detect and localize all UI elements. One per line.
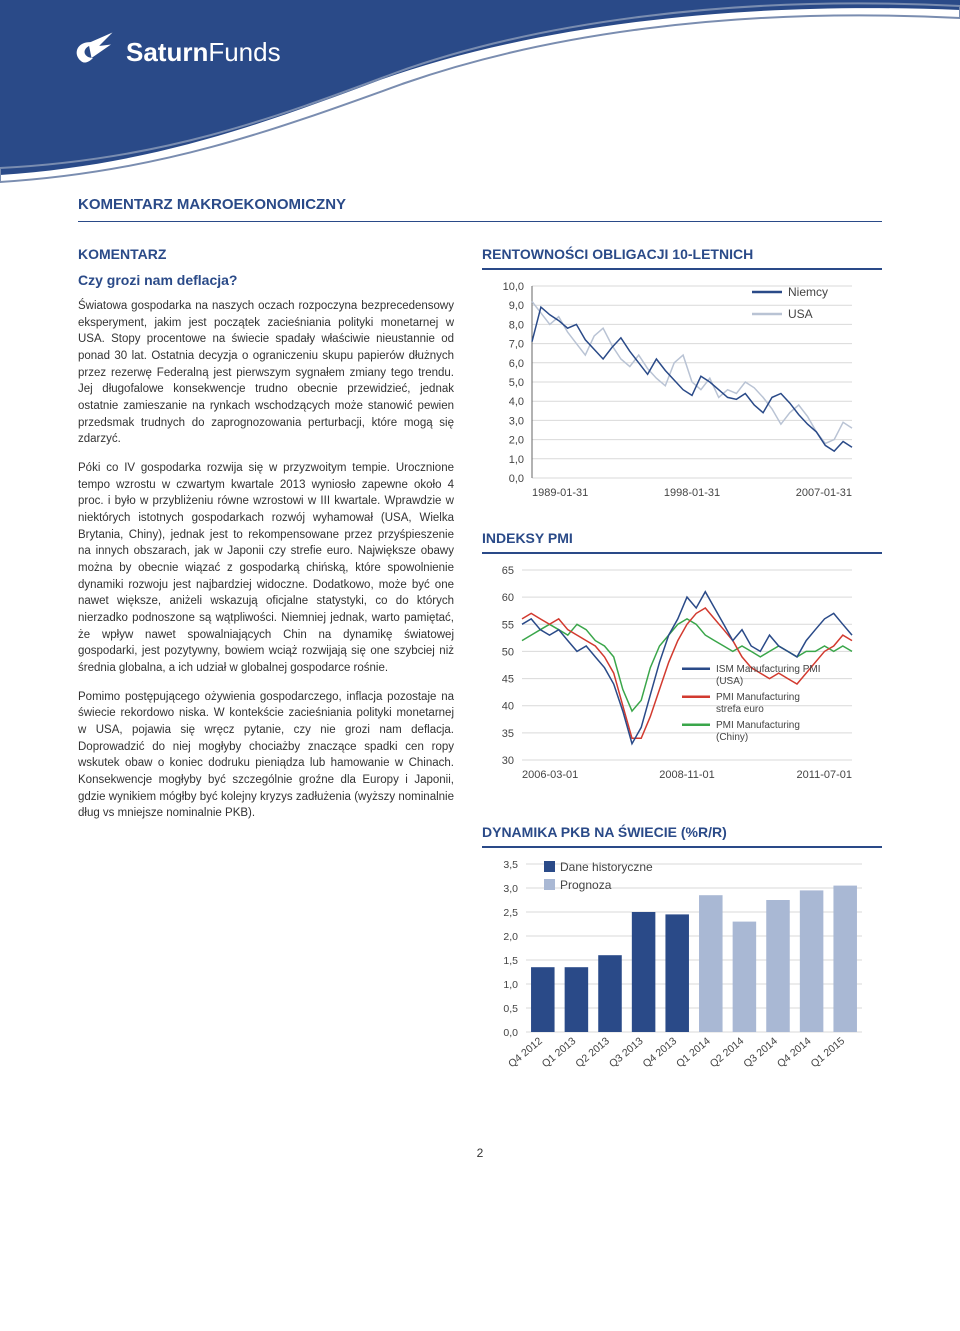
svg-text:6,0: 6,0 — [509, 358, 524, 370]
svg-text:Q3 2014: Q3 2014 — [741, 1035, 780, 1070]
svg-text:(USA): (USA) — [716, 676, 743, 687]
chart-gdp: DYNAMIKA PKB NA ŚWIECIE (%R/R) 3,5 3,0 2,5… — [482, 824, 882, 1106]
page-content: KOMENTARZ MAKROEKONOMICZNY KOMENTARZ Czy… — [0, 190, 960, 1190]
paragraph-2: Póki co IV gospodarka rozwija się w przy… — [78, 460, 454, 677]
svg-text:2007-01-31: 2007-01-31 — [796, 487, 852, 499]
chart-pmi-title: INDEKSY PMI — [482, 530, 882, 554]
two-column-layout: KOMENTARZ Czy grozi nam deflacja? Świato… — [78, 246, 882, 1128]
svg-text:50: 50 — [502, 646, 514, 658]
svg-text:1,0: 1,0 — [503, 979, 518, 991]
svg-text:Q3 2013: Q3 2013 — [607, 1035, 646, 1070]
chart-gdp-svg: 3,53,02,52,01,51,00,50,0Q4 2012Q1 2013Q2… — [482, 856, 882, 1106]
svg-text:1,0: 1,0 — [509, 454, 524, 466]
chart-pmi: INDEKSY PMI 65 60 55 50 45 40 35 30 2006-03-01 20… — [482, 530, 882, 802]
svg-text:Q4 2014: Q4 2014 — [775, 1035, 814, 1070]
svg-text:PMI Manufacturing: PMI Manufacturing — [716, 692, 800, 703]
svg-text:1998-01-31: 1998-01-31 — [664, 487, 720, 499]
svg-text:4,0: 4,0 — [509, 396, 524, 408]
svg-text:2006-03-01: 2006-03-01 — [522, 769, 578, 781]
svg-text:Q4 2012: Q4 2012 — [506, 1035, 545, 1070]
svg-text:Q2 2013: Q2 2013 — [573, 1035, 612, 1070]
svg-text:3,5: 3,5 — [503, 859, 518, 871]
logo-mark — [66, 28, 114, 76]
svg-text:Q2 2014: Q2 2014 — [708, 1035, 747, 1070]
svg-text:5,0: 5,0 — [509, 377, 524, 389]
svg-text:Q1 2015: Q1 2015 — [809, 1035, 848, 1070]
left-section-label: KOMENTARZ — [78, 246, 454, 262]
svg-text:65: 65 — [502, 565, 514, 577]
svg-text:60: 60 — [502, 592, 514, 604]
svg-text:9,0: 9,0 — [509, 300, 524, 312]
svg-text:Dane historyczne: Dane historyczne — [560, 860, 653, 874]
chart-bond-svg: 10,0 9,0 8,0 7,0 6,0 5,0 4,0 3,0 2,0 1,0 0,0 1989-0… — [482, 278, 882, 508]
svg-text:55: 55 — [502, 619, 514, 631]
svg-text:1989-01-31: 1989-01-31 — [532, 487, 588, 499]
svg-text:2011-07-01: 2011-07-01 — [797, 769, 852, 781]
svg-text:40: 40 — [502, 701, 514, 713]
page-header: SaturnFunds — [0, 0, 960, 190]
svg-text:2,5: 2,5 — [503, 907, 518, 919]
svg-text:30: 30 — [502, 755, 514, 767]
page-number: 2 — [78, 1146, 882, 1160]
svg-text:7,0: 7,0 — [509, 339, 524, 351]
paragraph-3: Pomimo postępującego ożywienia gospodarc… — [78, 689, 454, 822]
article-question: Czy grozi nam deflacja? — [78, 272, 454, 288]
svg-text:Prognoza: Prognoza — [560, 878, 612, 892]
logo-text-bold: Saturn — [126, 37, 208, 67]
logo-text: SaturnFunds — [126, 37, 281, 68]
right-column: RENTOWNOŚCI OBLIGACJI 10-LETNICH 10,0 9,0… — [482, 246, 882, 1128]
svg-text:0,0: 0,0 — [509, 473, 524, 485]
svg-text:Niemcy: Niemcy — [788, 285, 828, 299]
chart-gdp-title: DYNAMIKA PKB NA ŚWIECIE (%R/R) — [482, 824, 882, 848]
document-title: KOMENTARZ MAKROEKONOMICZNY — [78, 190, 882, 222]
svg-text:0,0: 0,0 — [503, 1027, 518, 1039]
svg-text:3,0: 3,0 — [509, 415, 524, 427]
svg-text:0,5: 0,5 — [503, 1003, 518, 1015]
left-column: KOMENTARZ Czy grozi nam deflacja? Świato… — [78, 246, 454, 1128]
svg-text:1,5: 1,5 — [503, 955, 518, 967]
svg-text:USA: USA — [788, 307, 813, 321]
svg-text:Q1 2013: Q1 2013 — [540, 1035, 579, 1070]
svg-text:PMI Manufacturing: PMI Manufacturing — [716, 720, 800, 731]
logo-block: SaturnFunds — [66, 28, 281, 76]
svg-text:3,0: 3,0 — [503, 883, 518, 895]
paragraph-1: Światowa gospodarka na naszych oczach ro… — [78, 298, 454, 448]
svg-text:10,0: 10,0 — [503, 281, 524, 293]
svg-text:strefa euro: strefa euro — [716, 704, 764, 715]
svg-text:(Chiny): (Chiny) — [716, 732, 748, 743]
svg-text:8,0: 8,0 — [509, 319, 524, 331]
svg-text:Q1 2014: Q1 2014 — [674, 1035, 713, 1070]
svg-text:Q4 2013: Q4 2013 — [641, 1035, 680, 1070]
chart-bond-title: RENTOWNOŚCI OBLIGACJI 10-LETNICH — [482, 246, 882, 270]
chart-bond-yields: RENTOWNOŚCI OBLIGACJI 10-LETNICH 10,0 9,0… — [482, 246, 882, 508]
svg-text:ISM Manufacturing PMI: ISM Manufacturing PMI — [716, 664, 820, 675]
svg-text:45: 45 — [502, 674, 514, 686]
svg-text:35: 35 — [502, 728, 514, 740]
svg-text:2,0: 2,0 — [509, 435, 524, 447]
chart-pmi-svg: 65 60 55 50 45 40 35 30 2006-03-01 2008-11-01 2011… — [482, 562, 882, 802]
logo-text-light: Funds — [208, 37, 280, 67]
svg-text:2008-11-01: 2008-11-01 — [659, 769, 714, 781]
svg-text:2,0: 2,0 — [503, 931, 518, 943]
